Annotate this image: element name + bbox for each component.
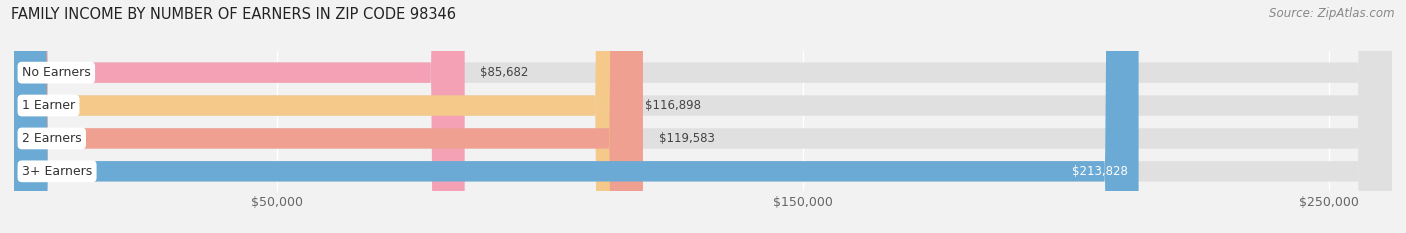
FancyBboxPatch shape	[14, 0, 1392, 233]
FancyBboxPatch shape	[14, 0, 1392, 233]
Text: No Earners: No Earners	[22, 66, 91, 79]
Text: $85,682: $85,682	[481, 66, 529, 79]
Text: 3+ Earners: 3+ Earners	[22, 165, 93, 178]
Text: FAMILY INCOME BY NUMBER OF EARNERS IN ZIP CODE 98346: FAMILY INCOME BY NUMBER OF EARNERS IN ZI…	[11, 7, 457, 22]
Text: 2 Earners: 2 Earners	[22, 132, 82, 145]
FancyBboxPatch shape	[14, 0, 628, 233]
FancyBboxPatch shape	[14, 0, 1392, 233]
FancyBboxPatch shape	[14, 0, 464, 233]
Text: $119,583: $119,583	[659, 132, 714, 145]
Text: Source: ZipAtlas.com: Source: ZipAtlas.com	[1270, 7, 1395, 20]
FancyBboxPatch shape	[14, 0, 643, 233]
Text: $116,898: $116,898	[644, 99, 700, 112]
Text: $213,828: $213,828	[1073, 165, 1128, 178]
FancyBboxPatch shape	[14, 0, 1139, 233]
FancyBboxPatch shape	[14, 0, 1392, 233]
Text: 1 Earner: 1 Earner	[22, 99, 75, 112]
